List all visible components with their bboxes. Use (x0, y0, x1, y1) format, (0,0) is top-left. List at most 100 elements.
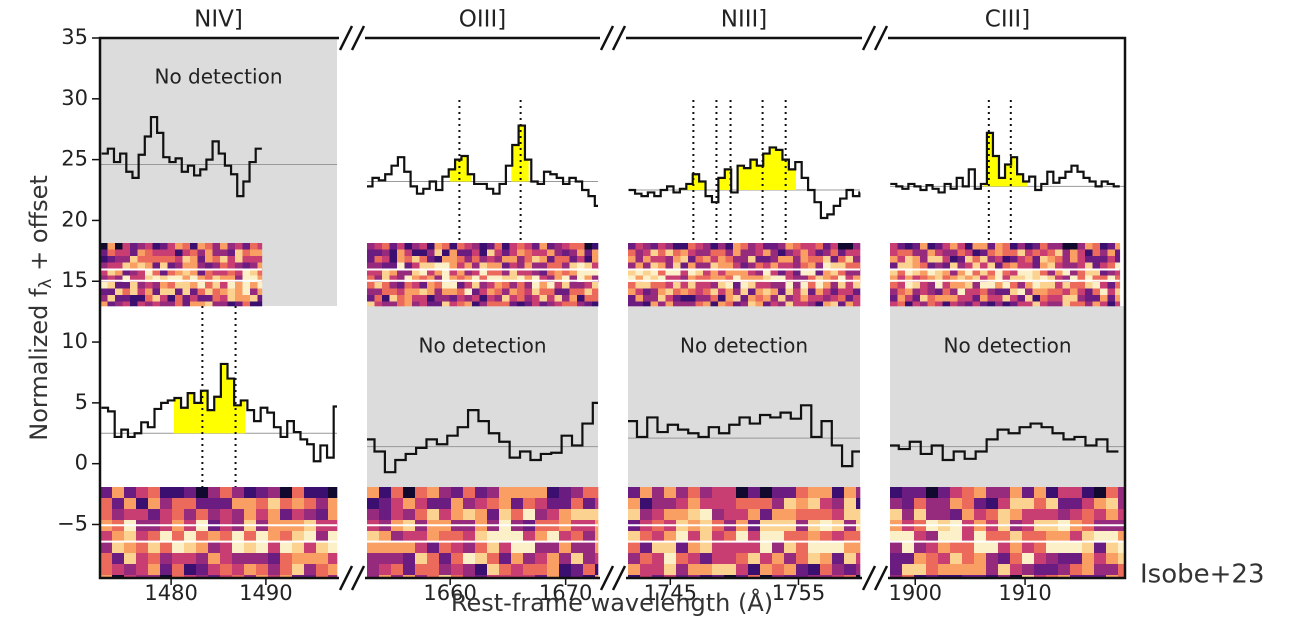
spectrum-2d-cell (577, 269, 585, 276)
spectrum-2d-cell (367, 282, 375, 289)
spectrum-2d-cell (577, 295, 585, 302)
spectrum-2d-cell (367, 256, 375, 263)
spectrum-2d-cell (718, 288, 726, 296)
spectrum-2d-cell (569, 243, 578, 250)
spectrum-2d-cell (463, 509, 476, 521)
spectrum-2d-cell (986, 498, 999, 510)
spectrum-2d-cell (523, 498, 536, 510)
spectrum-2d-cell (1094, 542, 1107, 554)
spectrum-2d-cell (257, 249, 263, 257)
spectrum-2d-cell (220, 509, 233, 521)
spectrum-2d-cell (1070, 275, 1078, 283)
spectrum-2d-cell (404, 256, 413, 263)
spectrum-2d-cell (427, 301, 435, 307)
spectrum-2d-cell (569, 275, 578, 283)
x-tick-label: 1910 (998, 581, 1051, 605)
spectrum-2d-cell (268, 553, 281, 565)
spectrum-2d-cell (688, 275, 696, 283)
spectrum-2d-cell (890, 243, 898, 250)
spectrum-2d-cell (554, 295, 563, 302)
x-tick-label: 1490 (239, 581, 292, 605)
spectrum-2d-cell (680, 295, 689, 302)
spectrum-2d-cell (796, 553, 809, 565)
spectrum-2d-cell (404, 243, 413, 250)
spectrum-2d-cell (403, 487, 416, 499)
spectrum-2d-cell (475, 498, 488, 510)
spectrum-2d-cell (487, 295, 495, 302)
spectrum-2d-cell (197, 262, 206, 270)
spectrum-2d-cell (628, 256, 636, 263)
spectrum-2d-cell (1115, 249, 1121, 257)
spectrum-2d-cell (664, 575, 677, 579)
spectrum-2d-cell (569, 301, 578, 307)
spectrum-2d-cell (184, 487, 197, 499)
spectrum-2d-cell (820, 531, 833, 543)
spectrum-2d-cell (695, 301, 704, 307)
spectrum-2d-cell (987, 256, 996, 263)
spectrum-2d-cell (1010, 275, 1018, 283)
spectrum-2d-cell (205, 256, 213, 263)
spectrum-2d-cell (511, 542, 524, 554)
spectrum-2d-cell (220, 553, 233, 565)
spectrum-2d-cell (962, 564, 975, 576)
spectrum-2d-cell (1070, 295, 1078, 302)
spectrum-2d-cell (208, 498, 221, 510)
spectrum-2d-cell (1058, 487, 1071, 499)
spectrum-2d-cell (122, 295, 131, 302)
spectrum-2d-cell (316, 575, 329, 579)
spectrum-2d-cell (703, 282, 711, 289)
spectrum-2d-cell (175, 282, 183, 289)
spectrum-2d-cell (942, 243, 951, 250)
spectrum-2d-cell (160, 282, 168, 289)
spectrum-2d-cell (778, 282, 786, 289)
spectrum-2d-cell (1100, 301, 1108, 307)
spectrum-2d-cell (763, 288, 771, 296)
spectrum-2d-cell (927, 262, 936, 270)
spectrum-2d-cell (784, 531, 797, 543)
spectrum-2d-cell (1100, 275, 1108, 283)
spectrum-2d-cell (160, 553, 173, 565)
spectrum-2d-cell (457, 295, 465, 302)
spectrum-2d-cell (220, 262, 228, 270)
spectrum-2d-cell (926, 553, 939, 565)
spectrum-2d-cell (382, 256, 390, 263)
spectrum-2d-cell (464, 295, 473, 302)
spectrum-2d-cell (112, 564, 125, 576)
spectrum-2d-cell (905, 243, 913, 250)
spectrum-2d-cell (256, 575, 269, 579)
spectrum-2d-cell (853, 243, 861, 250)
spectrum-2d-cell (449, 262, 458, 270)
spectrum-2d-cell (740, 275, 749, 283)
spectrum-2d-cell (1002, 275, 1011, 283)
spectrum-2d-cell (680, 256, 689, 263)
spectrum-2d-cell (1070, 553, 1083, 565)
spectrum-2d-cell (1046, 509, 1059, 521)
spectrum-2d-cell (379, 564, 392, 576)
spectrum-line (628, 404, 860, 468)
spectrum-2d-cell (1017, 282, 1026, 289)
spectrum-2d-cell (912, 282, 921, 289)
spectrum-2d-cell (760, 531, 773, 543)
spectrum-2d-cell (434, 295, 443, 302)
spectrum-2d-cell (182, 262, 191, 270)
spectrum-2d-cell (733, 288, 741, 296)
spectrum-2d-cell (1010, 262, 1018, 270)
spectrum-2d-cell (196, 564, 209, 576)
spectrum-2d-cell (1040, 269, 1048, 276)
spectrum-2d-cell (853, 282, 861, 289)
spectrum-2d-cell (980, 269, 988, 276)
spectrum-2d-cell (559, 509, 572, 521)
spectrum-2d-cell (1046, 487, 1059, 499)
spectrum-2d-cell (995, 243, 1003, 250)
spectrum-2d-cell (539, 256, 548, 263)
spectrum-2d-cell (635, 262, 644, 270)
spectrum-2d-cell (902, 498, 915, 510)
spectrum-2d-cell (367, 509, 380, 521)
spectrum-2d-cell (688, 288, 696, 296)
spectrum-2d-cell (1070, 509, 1083, 521)
spectrum-2d-cell (487, 275, 495, 283)
spectrum-2d-cell (935, 243, 943, 250)
spectrum-2d-cell (464, 288, 473, 296)
spectrum-2d-cell (700, 542, 713, 554)
spectrum-2d-cell (1085, 249, 1093, 257)
